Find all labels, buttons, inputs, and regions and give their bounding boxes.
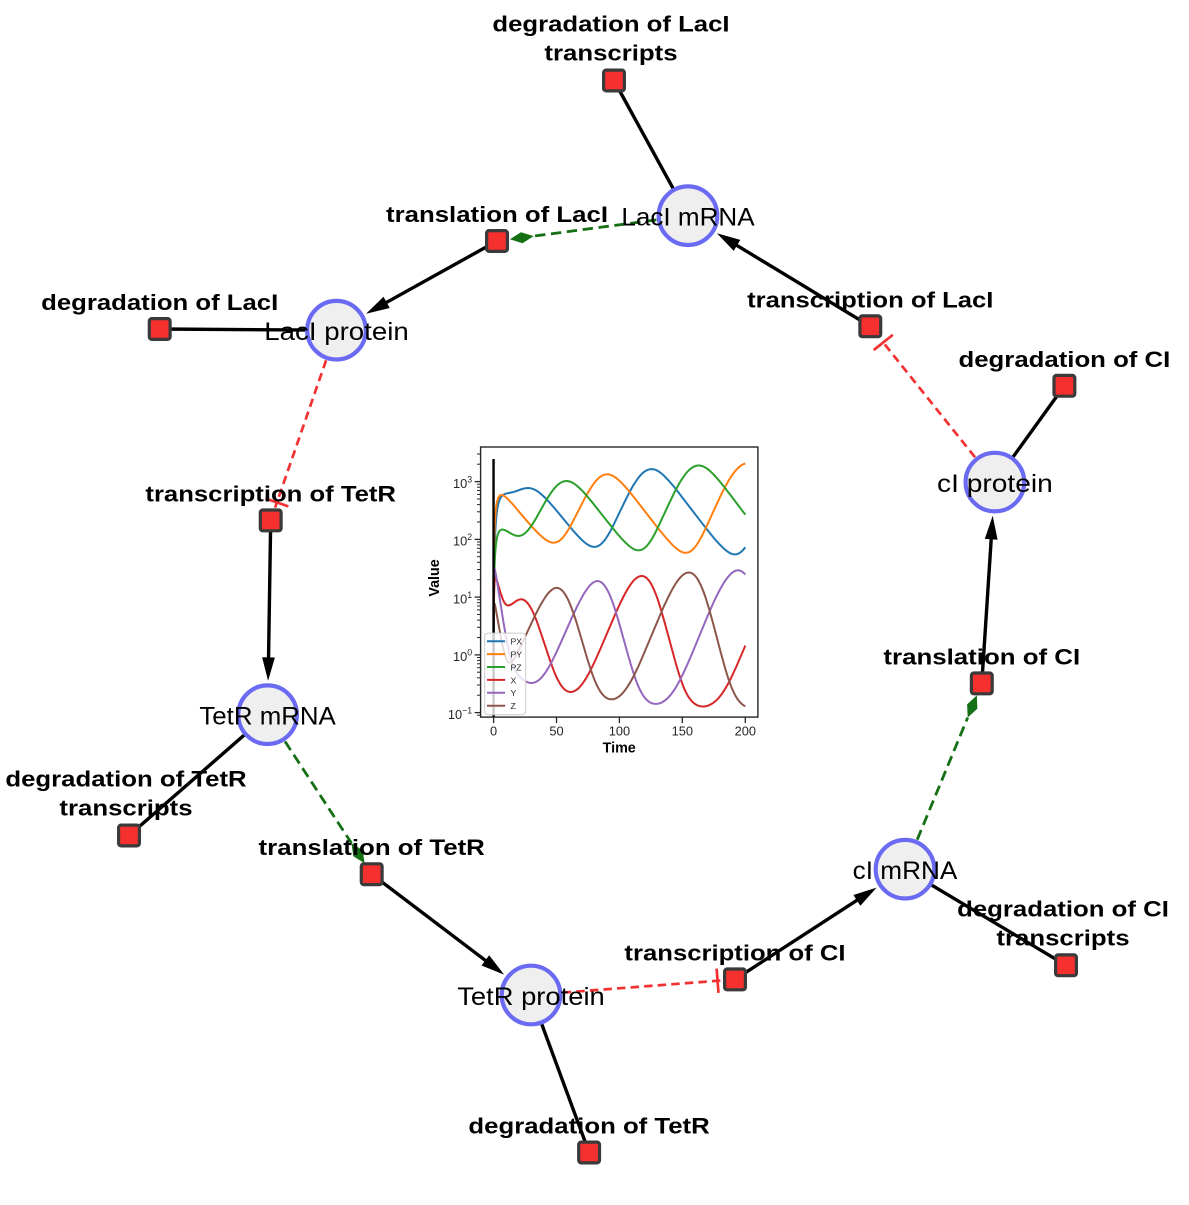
svg-text:LacI protein: LacI protein xyxy=(264,318,408,346)
svg-text:translation of LacI: translation of LacI xyxy=(386,202,608,227)
svg-text:degradation of LacI: degradation of LacI xyxy=(492,12,729,37)
svg-text:degradation of TetR: degradation of TetR xyxy=(5,767,246,792)
svg-text:200: 200 xyxy=(735,723,756,738)
svg-text:degradation of TetR: degradation of TetR xyxy=(468,1114,709,1139)
svg-text:degradation of CI: degradation of CI xyxy=(959,347,1171,372)
svg-text:translation of TetR: translation of TetR xyxy=(259,835,485,860)
svg-text:transcription of TetR: transcription of TetR xyxy=(145,481,396,506)
svg-text:Y: Y xyxy=(511,688,517,698)
svg-text:transcription of CI: transcription of CI xyxy=(624,940,845,965)
svg-text:TetR protein: TetR protein xyxy=(457,983,605,1011)
svg-text:X: X xyxy=(511,675,517,685)
svg-text:50: 50 xyxy=(549,723,563,738)
svg-text:Value: Value xyxy=(427,559,443,596)
svg-text:TetR mRNA: TetR mRNA xyxy=(199,703,336,731)
svg-text:transcripts: transcripts xyxy=(544,41,677,66)
svg-text:PZ: PZ xyxy=(511,662,523,672)
svg-text:cI mRNA: cI mRNA xyxy=(853,857,958,885)
svg-text:PX: PX xyxy=(511,637,523,647)
svg-text:0: 0 xyxy=(490,723,497,738)
svg-text:degradation of CI: degradation of CI xyxy=(957,896,1169,921)
svg-text:Z: Z xyxy=(511,701,517,711)
svg-text:degradation of LacI: degradation of LacI xyxy=(41,290,278,315)
svg-text:translation of CI: translation of CI xyxy=(883,644,1080,669)
svg-text:150: 150 xyxy=(672,723,693,738)
svg-text:transcripts: transcripts xyxy=(996,925,1129,950)
svg-text:100: 100 xyxy=(609,723,630,738)
svg-text:cI protein: cI protein xyxy=(937,470,1053,498)
svg-text:transcription of LacI: transcription of LacI xyxy=(747,287,993,312)
svg-text:transcripts: transcripts xyxy=(59,796,192,821)
svg-text:Time: Time xyxy=(603,740,636,756)
svg-text:PY: PY xyxy=(511,650,523,660)
svg-text:LacI mRNA: LacI mRNA xyxy=(621,204,755,232)
